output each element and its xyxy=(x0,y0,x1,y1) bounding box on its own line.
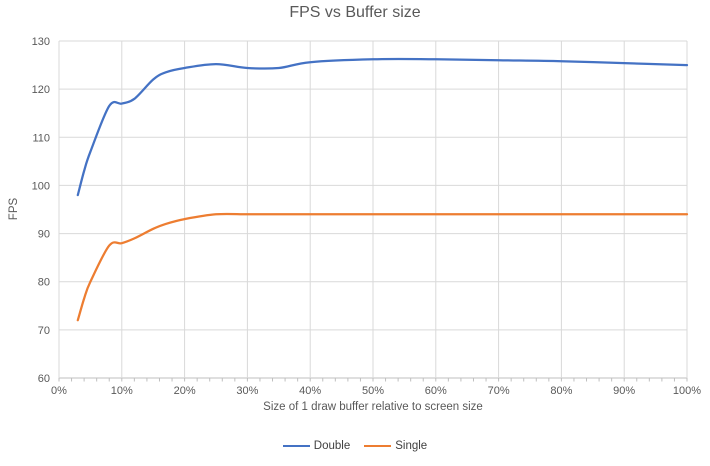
chart-title: FPS vs Buffer size xyxy=(289,4,421,21)
x-tick-label: 90% xyxy=(613,385,635,397)
x-tick-label: 70% xyxy=(488,385,510,397)
x-tick-label: 60% xyxy=(425,385,447,397)
y-tick-label: 70 xyxy=(38,325,50,337)
x-axis-ticks xyxy=(58,378,688,382)
x-tick-label: 0% xyxy=(51,385,67,397)
legend-item-double: Double xyxy=(282,440,351,452)
x-tick-label: 20% xyxy=(174,385,196,397)
legend-line-swatch xyxy=(282,444,310,448)
legend: Double Single xyxy=(0,440,710,452)
x-tick-label: 40% xyxy=(299,385,321,397)
y-tick-label: 90 xyxy=(38,229,50,241)
x-tick-label: 10% xyxy=(111,385,133,397)
y-tick-label: 120 xyxy=(32,84,50,96)
y-tick-label: 110 xyxy=(32,132,50,144)
series-line-single xyxy=(76,212,689,322)
legend-line-swatch xyxy=(364,444,392,448)
legend-label: Double xyxy=(313,440,351,452)
x-tick-label: 30% xyxy=(236,385,258,397)
gridlines xyxy=(58,40,688,379)
legend-item-single: Single xyxy=(364,440,427,452)
y-tick-label: 60 xyxy=(38,373,50,385)
x-tick-label: 50% xyxy=(362,385,384,397)
y-tick-label: 80 xyxy=(38,277,50,289)
x-axis-title: Size of 1 draw buffer relative to screen… xyxy=(263,401,483,413)
x-tick-labels: 0% 10% 20% 30% 40% 50% 60% 70% 80% 90% 100% xyxy=(51,385,701,397)
y-tick-label: 100 xyxy=(32,180,50,192)
y-tick-labels: 60 70 80 90 100 110 120 130 xyxy=(32,36,50,385)
y-tick-label: 130 xyxy=(32,36,50,48)
x-tick-label: 100% xyxy=(673,385,701,397)
x-tick-label: 80% xyxy=(550,385,572,397)
legend-label: Single xyxy=(395,440,428,452)
series-line-double xyxy=(76,57,689,197)
